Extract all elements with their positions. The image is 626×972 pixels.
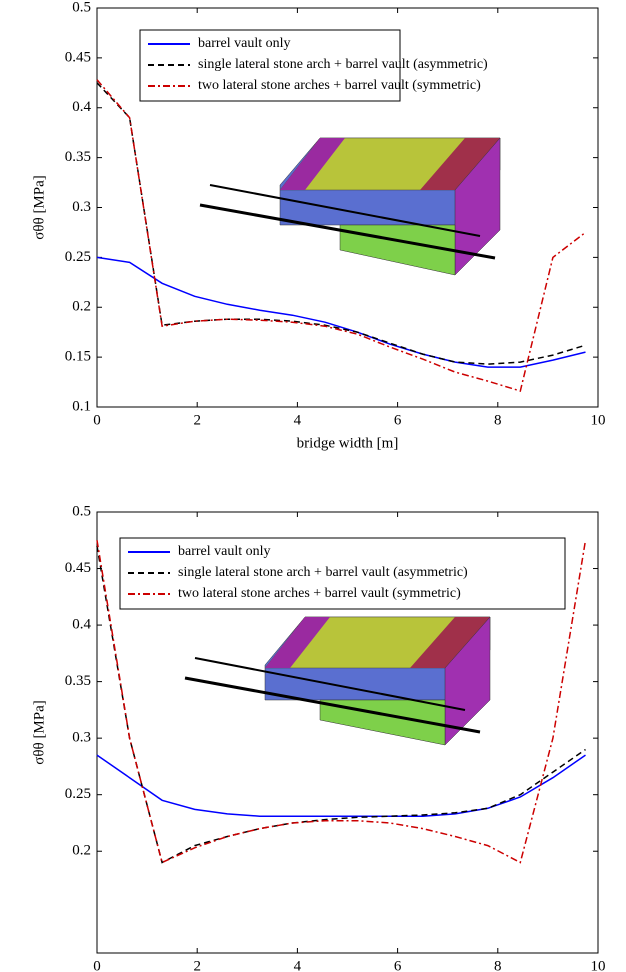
y-tick-label: 0.2 [72, 299, 91, 315]
x-tick-label: 6 [394, 958, 402, 972]
x-tick-label: 8 [494, 412, 502, 428]
y-tick-label: 0.25 [65, 249, 91, 265]
legend-label: barrel vault only [198, 36, 291, 51]
legend-label: two lateral stone arches + barrel vault … [198, 78, 481, 93]
y-tick-label: 0.5 [72, 0, 91, 15]
y-tick-label: 0.4 [72, 617, 91, 633]
x-axis-label: bridge width [m] [297, 435, 399, 451]
series-line [97, 755, 586, 816]
series-line [97, 257, 586, 367]
figure: 0 2 4 6 8 10 0.1 0.15 0.2 0.25 0.3 0.35 0.4 0.45 0.5 br… [0, 0, 626, 972]
y-tick-label: 0.35 [65, 149, 91, 165]
x-tick-label: 4 [294, 412, 302, 428]
y-tick-label: 0.4 [72, 99, 91, 115]
y-tick-label: 0.2 [72, 843, 91, 859]
x-tick-label: 10 [591, 412, 606, 428]
legend-label: single lateral stone arch + barrel vault… [178, 565, 468, 580]
x-tick-label: 0 [93, 412, 101, 428]
x-tick-label: 2 [193, 958, 201, 972]
x-tick-label: 4 [294, 958, 302, 972]
y-tick-label: 0.1 [72, 398, 91, 414]
x-tick-label: 6 [394, 412, 402, 428]
y-axis-label: σθθ [MPa] [31, 175, 47, 240]
legend-label: barrel vault only [178, 544, 271, 559]
x-tick-label: 8 [494, 958, 502, 972]
legend-label: single lateral stone arch + barrel vault… [198, 57, 488, 72]
legend-label: two lateral stone arches + barrel vault … [178, 586, 461, 601]
legend: barrel vault only single lateral stone ar… [120, 538, 565, 609]
y-tick-label: 0.5 [72, 503, 91, 519]
y-tick-label: 0.3 [72, 730, 91, 746]
y-tick-label: 0.3 [72, 199, 91, 215]
page: {"chart_data": [ {"type": "line", "x_lab… [0, 0, 626, 972]
y-tick-label: 0.45 [65, 560, 91, 576]
x-tick-label: 2 [193, 412, 201, 428]
y-tick-label: 0.35 [65, 673, 91, 689]
x-tick-label: 10 [591, 958, 606, 972]
y-tick-label: 0.45 [65, 49, 91, 65]
y-tick-label: 0.25 [65, 786, 91, 802]
x-tick-label: 0 [93, 958, 101, 972]
y-axis-label: σθθ [MPa] [31, 700, 47, 765]
legend: barrel vault only single lateral stone ar… [140, 30, 488, 101]
y-tick-label: 0.15 [65, 349, 91, 365]
